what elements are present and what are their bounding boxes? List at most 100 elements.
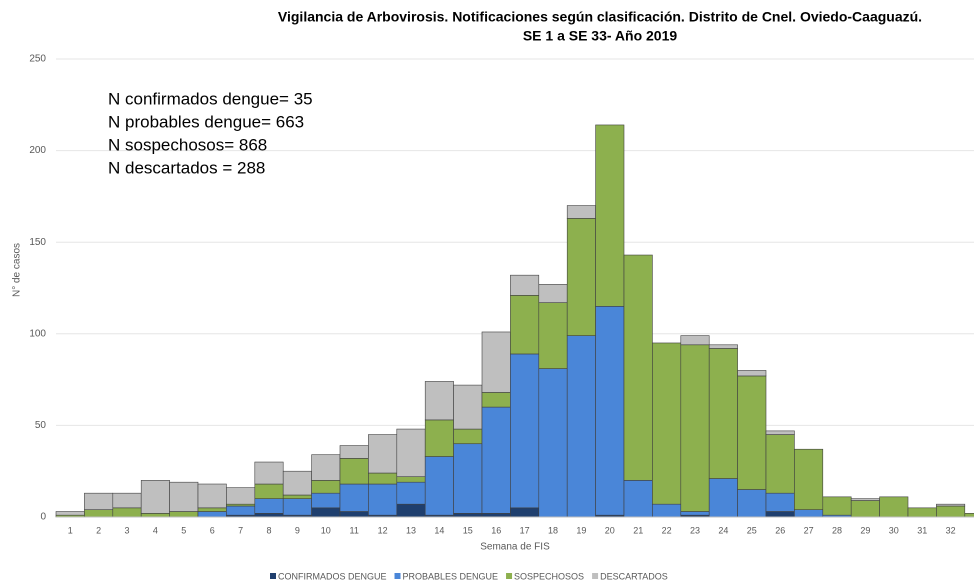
bar-segment — [368, 483, 398, 516]
x-tick-label: 4 — [153, 525, 158, 535]
bar-segment — [680, 335, 710, 346]
bar-segment — [197, 507, 227, 512]
legend-swatch — [394, 573, 401, 579]
x-tick-label: 26 — [775, 525, 785, 535]
bar-segment — [708, 348, 738, 479]
bar-segment — [765, 430, 795, 435]
bar-segment — [623, 480, 653, 518]
x-tick-label: 5 — [181, 525, 186, 535]
bar-segment — [936, 505, 966, 518]
y-axis-label: N° de casos — [12, 243, 23, 297]
bar-segment — [708, 344, 738, 349]
bar-segment — [84, 509, 114, 518]
bar-segment — [538, 368, 568, 518]
x-axis-label: Semana de FIS — [480, 542, 550, 553]
bar-segment — [254, 498, 284, 514]
y-tick-label: 50 — [35, 420, 47, 431]
annotation: N sospechosos= 868 — [108, 135, 267, 154]
bar-segment — [453, 513, 483, 518]
legend-swatch — [592, 573, 599, 579]
x-tick-label: 25 — [747, 525, 757, 535]
y-tick-label: 200 — [29, 145, 46, 156]
bar-segment — [510, 295, 540, 355]
bar-segment — [481, 513, 511, 518]
bar-segment — [169, 481, 199, 512]
bar-segment — [680, 511, 710, 516]
x-tick-label: 32 — [946, 525, 956, 535]
bar-segment — [396, 503, 426, 518]
bar-segment — [339, 458, 369, 485]
x-tick-label: 8 — [266, 525, 271, 535]
bar-segment — [282, 498, 312, 516]
bar-segment — [566, 335, 596, 518]
bar-segment — [453, 384, 483, 430]
bar-segment — [282, 470, 312, 496]
bar-segment — [794, 448, 824, 510]
x-tick-label: 3 — [124, 525, 129, 535]
bar-segment — [538, 284, 568, 303]
bar-segment — [566, 205, 596, 219]
bar-segment — [566, 218, 596, 336]
bar-segment — [907, 507, 937, 518]
bar-segment — [879, 496, 909, 518]
bar-segment — [850, 498, 880, 501]
bar-segment — [311, 480, 341, 494]
bar-segment — [140, 513, 170, 518]
chart-subtitle: SE 1 a SE 33- Año 2019 — [523, 28, 678, 44]
bar-segment — [197, 511, 227, 518]
bar-segment — [226, 487, 256, 505]
bar-segment — [112, 507, 142, 518]
chart-title: Vigilancia de Arbovirosis. Notificacione… — [278, 9, 922, 25]
bar-segment — [311, 492, 341, 509]
legend-swatch — [270, 573, 276, 579]
bar-segment — [652, 503, 682, 518]
bar-segment — [84, 492, 114, 510]
bar-segment — [254, 483, 284, 499]
bar-segment — [595, 124, 625, 307]
x-tick-label: 18 — [548, 525, 558, 535]
x-tick-label: 15 — [463, 525, 473, 535]
x-tick-label: 24 — [718, 525, 728, 535]
bar-segment — [623, 254, 653, 481]
bar-segment — [765, 434, 795, 494]
x-tick-label: 17 — [520, 525, 530, 535]
x-tick-label: 30 — [889, 525, 899, 535]
bar-segment — [339, 511, 369, 518]
legend-label: SOSPECHOSOS — [514, 571, 584, 581]
bar-segment — [396, 481, 426, 505]
bar-segment — [140, 480, 170, 514]
x-tick-label: 9 — [295, 525, 300, 535]
bar-segment — [396, 428, 426, 477]
annotation: N probables dengue= 663 — [108, 112, 304, 131]
bar-segment — [964, 513, 974, 518]
bar-segment — [339, 445, 369, 459]
bar-segment — [652, 342, 682, 505]
y-tick-label: 0 — [40, 512, 46, 523]
annotation: N descartados = 288 — [108, 158, 265, 177]
bar-segment — [368, 472, 398, 485]
bar-segment — [737, 375, 767, 490]
x-tick-label: 14 — [434, 525, 444, 535]
bar-segment — [254, 513, 284, 518]
y-tick-label: 150 — [29, 237, 46, 248]
x-tick-label: 16 — [491, 525, 501, 535]
bar-segment — [453, 428, 483, 445]
bar-segment — [282, 494, 312, 499]
legend-label: CONFIRMADOS DENGUE — [278, 571, 387, 581]
bar-segment — [169, 511, 199, 518]
legend-swatch — [506, 573, 513, 579]
x-tick-label: 23 — [690, 525, 700, 535]
x-tick-label: 21 — [633, 525, 643, 535]
bar-segment — [112, 492, 142, 509]
bar-segment — [936, 503, 966, 507]
bar-segment — [481, 392, 511, 408]
x-tick-label: 2 — [96, 525, 101, 535]
bar-segment — [368, 434, 398, 474]
legend-label: DESCARTADOS — [600, 571, 668, 581]
x-tick-label: 1 — [68, 525, 73, 535]
bar-segment — [510, 274, 540, 296]
x-tick-label: 13 — [406, 525, 416, 535]
legend-label: PROBABLES DENGUE — [403, 571, 499, 581]
x-tick-label: 12 — [378, 525, 388, 535]
